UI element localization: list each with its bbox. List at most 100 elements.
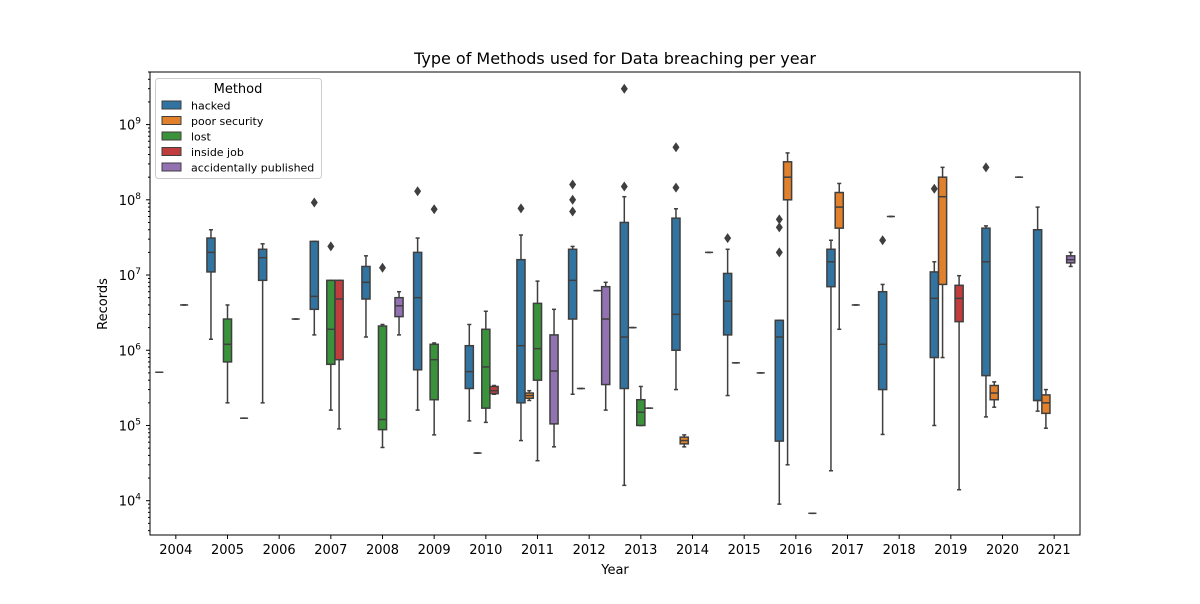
box-iqr [782,161,793,201]
box-iqr [412,251,423,371]
box-group [524,389,535,402]
box-group [516,203,526,442]
legend-swatch [161,162,182,172]
box-iqr [937,176,948,286]
outlier-point [379,262,386,273]
box-iqr [257,248,268,282]
box-iqr [334,279,344,361]
x-axis-label: Year [600,563,629,578]
x-tick-label: 2020 [986,543,1019,558]
x-tick-label: 2017 [831,543,864,558]
box-iqr [619,221,630,390]
box-group [394,290,404,336]
x-tick-label: 2014 [676,543,709,558]
box-group [377,262,388,449]
box-iqr [954,284,964,323]
box-group [412,186,423,411]
box-iqr [567,248,578,320]
box-group [782,152,793,466]
box-group [937,166,948,359]
outlier-point [620,83,628,94]
outlier-point [569,179,577,190]
outlier-point [775,214,783,225]
box-group [532,280,543,462]
outlier-point [724,233,732,244]
box-group [600,281,611,411]
outlier-point [930,183,938,194]
outlier-point [517,203,525,214]
x-tick-label: 2019 [934,543,967,558]
box-iqr [464,344,475,390]
box-iqr [309,240,320,311]
box-iqr [1032,228,1043,402]
legend-items: hacked poor security lost inside job acciden… [161,100,314,175]
outlier-point [569,194,577,205]
box-group [222,304,233,404]
legend-frame [155,78,322,179]
box-iqr [834,191,845,229]
box-iqr [981,227,991,377]
x-tick-label: 2005 [211,543,244,558]
x-tick-label: 2013 [624,543,657,558]
box-group [954,274,964,491]
y-axis-label: Records [96,278,111,330]
box-iqr [377,325,388,431]
x-tick-label: 2015 [728,543,761,558]
box-group [257,243,268,404]
box-iqr [481,328,491,409]
x-tick-label: 2007 [314,543,347,558]
box-iqr [600,285,611,386]
box-group [489,384,499,396]
box-iqr [722,272,733,336]
box-group [826,239,836,472]
outlier-point [569,206,577,217]
plot-frame [149,71,1081,536]
outlier-point [672,142,680,153]
box-iqr [774,319,785,442]
box-group [722,233,733,397]
box-iqr [516,258,526,404]
box-iqr [394,296,404,318]
legend-label: poor security [191,115,264,128]
box-group [567,179,578,396]
box-iqr [826,248,836,288]
outlier-point [620,181,628,192]
plot-marks [155,83,1076,515]
box-group [671,142,681,391]
box-group [1032,206,1043,412]
x-tick-label: 2018 [883,543,916,558]
box-group [877,235,888,436]
box-iqr [206,237,216,273]
box-group [679,434,690,448]
x-tick-label: 2010 [469,543,502,558]
box-iqr [877,290,888,391]
box-iqr [671,217,681,352]
legend-label: hacked [191,100,231,113]
box-group [981,162,991,418]
x-tick-label: 2012 [573,543,606,558]
box-iqr [222,318,233,363]
legend-swatch [161,147,182,156]
outlier-point [775,222,783,233]
x-tick-label: 2021 [1038,543,1071,558]
x-tick-label: 2016 [779,543,812,558]
x-tick-label: 2006 [263,543,296,558]
legend-title: Method [214,82,263,97]
box-group [989,381,1000,408]
box-group [1065,251,1076,268]
legend-label: lost [191,131,212,144]
box-group [429,204,439,436]
outlier-point [879,235,887,246]
box-group [1041,388,1051,429]
outlier-point [775,247,783,258]
box-group [464,323,475,422]
x-tick-label: 2008 [366,543,399,558]
outlier-point [430,204,438,215]
outlier-point [982,162,990,173]
legend-swatch [161,116,182,125]
box-group [309,197,320,336]
box-iqr [929,271,940,359]
box-group [361,255,371,338]
legend: Method hacked poor security lost inside job… [155,78,322,179]
